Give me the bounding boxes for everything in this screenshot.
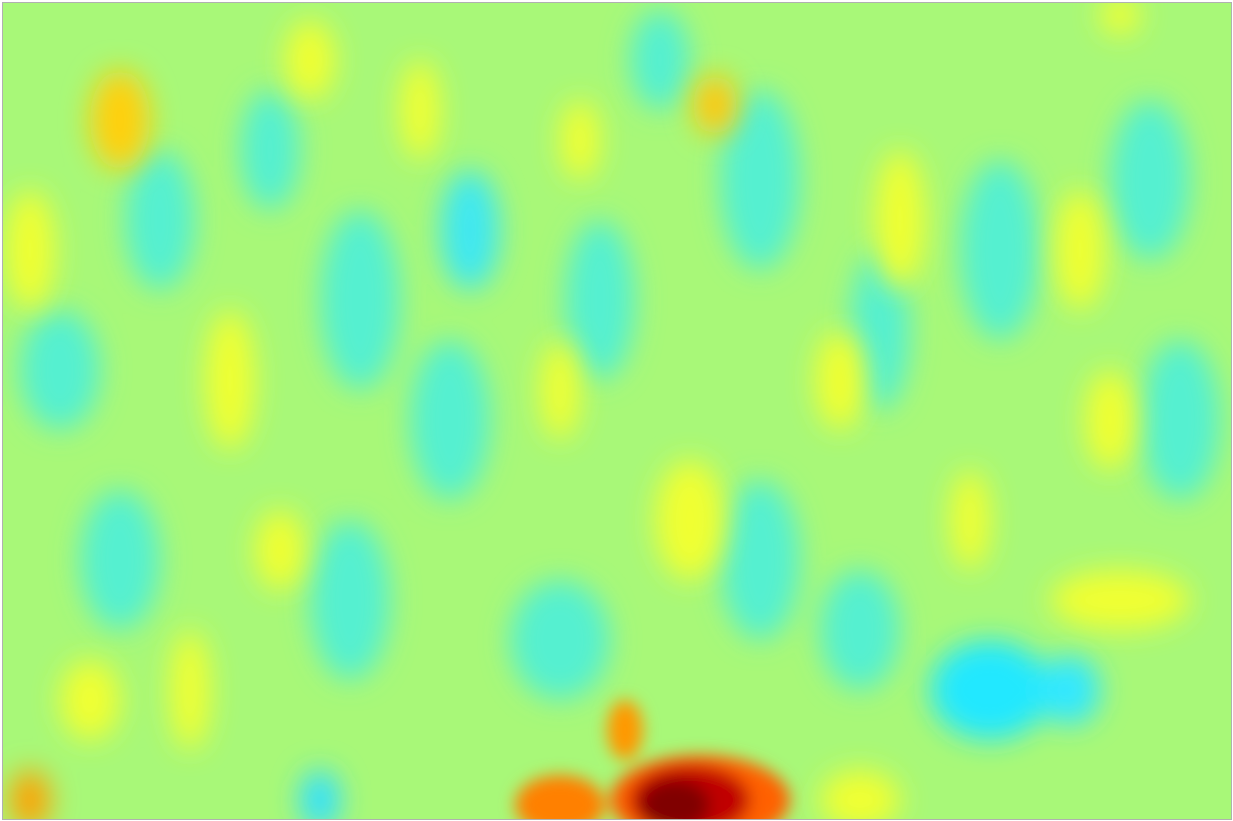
page: (() => { const data = JSON.parse(documen… [0, 0, 1233, 821]
heatmap-image [0, 0, 1233, 821]
